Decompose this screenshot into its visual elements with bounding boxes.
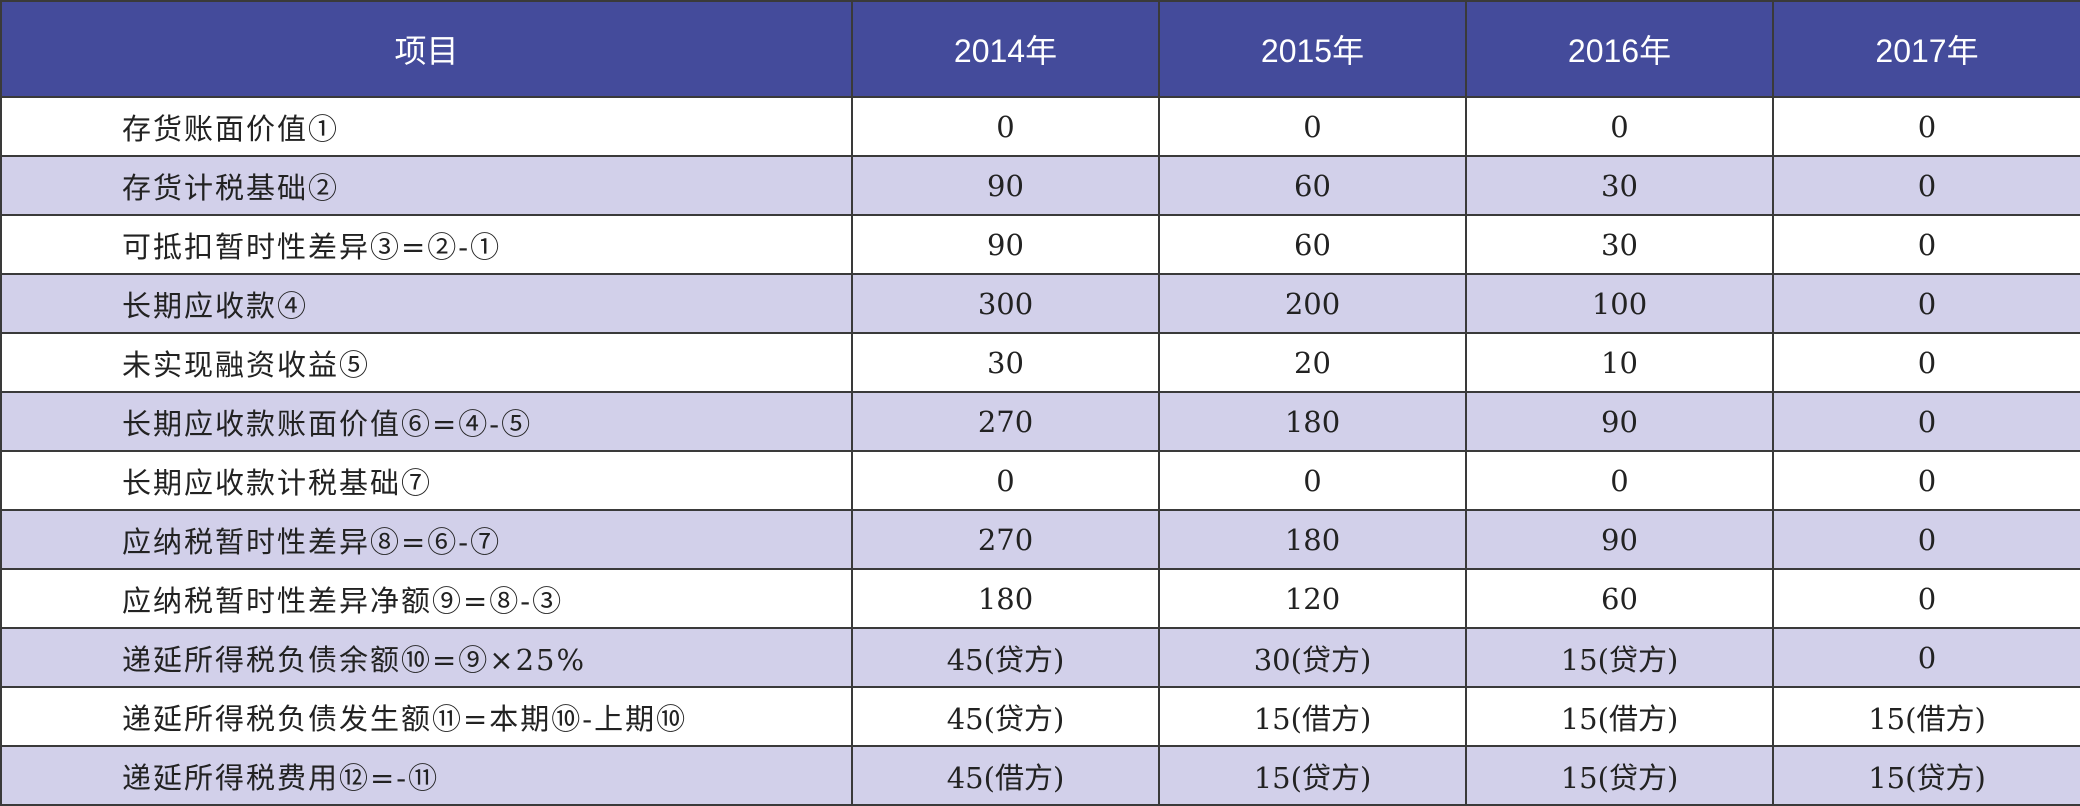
row-label: 长期应收款④ [0,273,853,334]
header-item: 项目 [0,0,853,98]
cell-value: 60 [1158,214,1467,275]
cell-value: 0 [1158,96,1467,157]
cell-value: 0 [1772,450,2080,511]
cell-value: 100 [1465,273,1774,334]
table-row: 应纳税暂时性差异净额⑨=⑧-③ 180 120 60 0 [0,568,2080,629]
cell-value: 15(贷方) [1772,745,2080,806]
cell-value: 90 [1465,391,1774,452]
cell-value: 30 [1465,214,1774,275]
table-row: 未实现融资收益⑤ 30 20 10 0 [0,332,2080,393]
cell-value: 0 [1772,214,2080,275]
table-row: 递延所得税负债发生额⑪=本期⑩-上期⑩ 45(贷方) 15(借方) 15(借方)… [0,686,2080,747]
cell-value: 15(借方) [1465,686,1774,747]
cell-value: 0 [1772,332,2080,393]
cell-value: 0 [1772,391,2080,452]
table-row: 长期应收款账面价值⑥=④-⑤ 270 180 90 0 [0,391,2080,452]
cell-value: 90 [851,155,1160,216]
cell-value: 0 [1772,273,2080,334]
row-label: 可抵扣暂时性差异③=②-① [0,214,853,275]
cell-value: 120 [1158,568,1467,629]
table-row: 递延所得税费用⑫=-⑪ 45(借方) 15(贷方) 15(贷方) 15(贷方) [0,745,2080,806]
cell-value: 270 [851,391,1160,452]
row-label: 存货账面价值① [0,96,853,157]
cell-value: 180 [851,568,1160,629]
row-label: 递延所得税负债余额⑩=⑨×25% [0,627,853,688]
cell-value: 0 [1772,509,2080,570]
cell-value: 90 [851,214,1160,275]
cell-value: 0 [1772,96,2080,157]
cell-value: 15(贷方) [1158,745,1467,806]
table-row: 存货账面价值① 0 0 0 0 [0,96,2080,157]
cell-value: 0 [1465,96,1774,157]
row-label: 递延所得税负债发生额⑪=本期⑩-上期⑩ [0,686,853,747]
cell-value: 0 [851,96,1160,157]
cell-value: 60 [1158,155,1467,216]
cell-value: 30 [1465,155,1774,216]
header-year-2015: 2015年 [1158,0,1467,98]
cell-value: 270 [851,509,1160,570]
cell-value: 300 [851,273,1160,334]
cell-value: 15(贷方) [1465,745,1774,806]
cell-value: 15(借方) [1158,686,1467,747]
cell-value: 0 [1772,155,2080,216]
row-label: 应纳税暂时性差异净额⑨=⑧-③ [0,568,853,629]
cell-value: 180 [1158,509,1467,570]
cell-value: 30 [851,332,1160,393]
row-label: 长期应收款计税基础⑦ [0,450,853,511]
row-label: 存货计税基础② [0,155,853,216]
cell-value: 10 [1465,332,1774,393]
table-row: 应纳税暂时性差异⑧=⑥-⑦ 270 180 90 0 [0,509,2080,570]
header-year-2014: 2014年 [851,0,1160,98]
cell-value: 0 [1158,450,1467,511]
row-label: 应纳税暂时性差异⑧=⑥-⑦ [0,509,853,570]
cell-value: 90 [1465,509,1774,570]
cell-value: 180 [1158,391,1467,452]
row-label: 未实现融资收益⑤ [0,332,853,393]
table-row: 长期应收款④ 300 200 100 0 [0,273,2080,334]
table-row: 长期应收款计税基础⑦ 0 0 0 0 [0,450,2080,511]
row-label: 递延所得税费用⑫=-⑪ [0,745,853,806]
cell-value: 45(贷方) [851,686,1160,747]
cell-value: 0 [1465,450,1774,511]
row-label: 长期应收款账面价值⑥=④-⑤ [0,391,853,452]
header-year-2016: 2016年 [1465,0,1774,98]
table-row: 递延所得税负债余额⑩=⑨×25% 45(贷方) 30(贷方) 15(贷方) 0 [0,627,2080,688]
cell-value: 60 [1465,568,1774,629]
cell-value: 45(贷方) [851,627,1160,688]
cell-value: 0 [851,450,1160,511]
cell-value: 15(借方) [1772,686,2080,747]
header-row: 项目 2014年 2015年 2016年 2017年 [0,0,2080,98]
cell-value: 20 [1158,332,1467,393]
cell-value: 200 [1158,273,1467,334]
cell-value: 45(借方) [851,745,1160,806]
table-row: 存货计税基础② 90 60 30 0 [0,155,2080,216]
table-row: 可抵扣暂时性差异③=②-① 90 60 30 0 [0,214,2080,275]
header-year-2017: 2017年 [1772,0,2080,98]
cell-value: 0 [1772,627,2080,688]
cell-value: 30(贷方) [1158,627,1467,688]
cell-value: 15(贷方) [1465,627,1774,688]
cell-value: 0 [1772,568,2080,629]
